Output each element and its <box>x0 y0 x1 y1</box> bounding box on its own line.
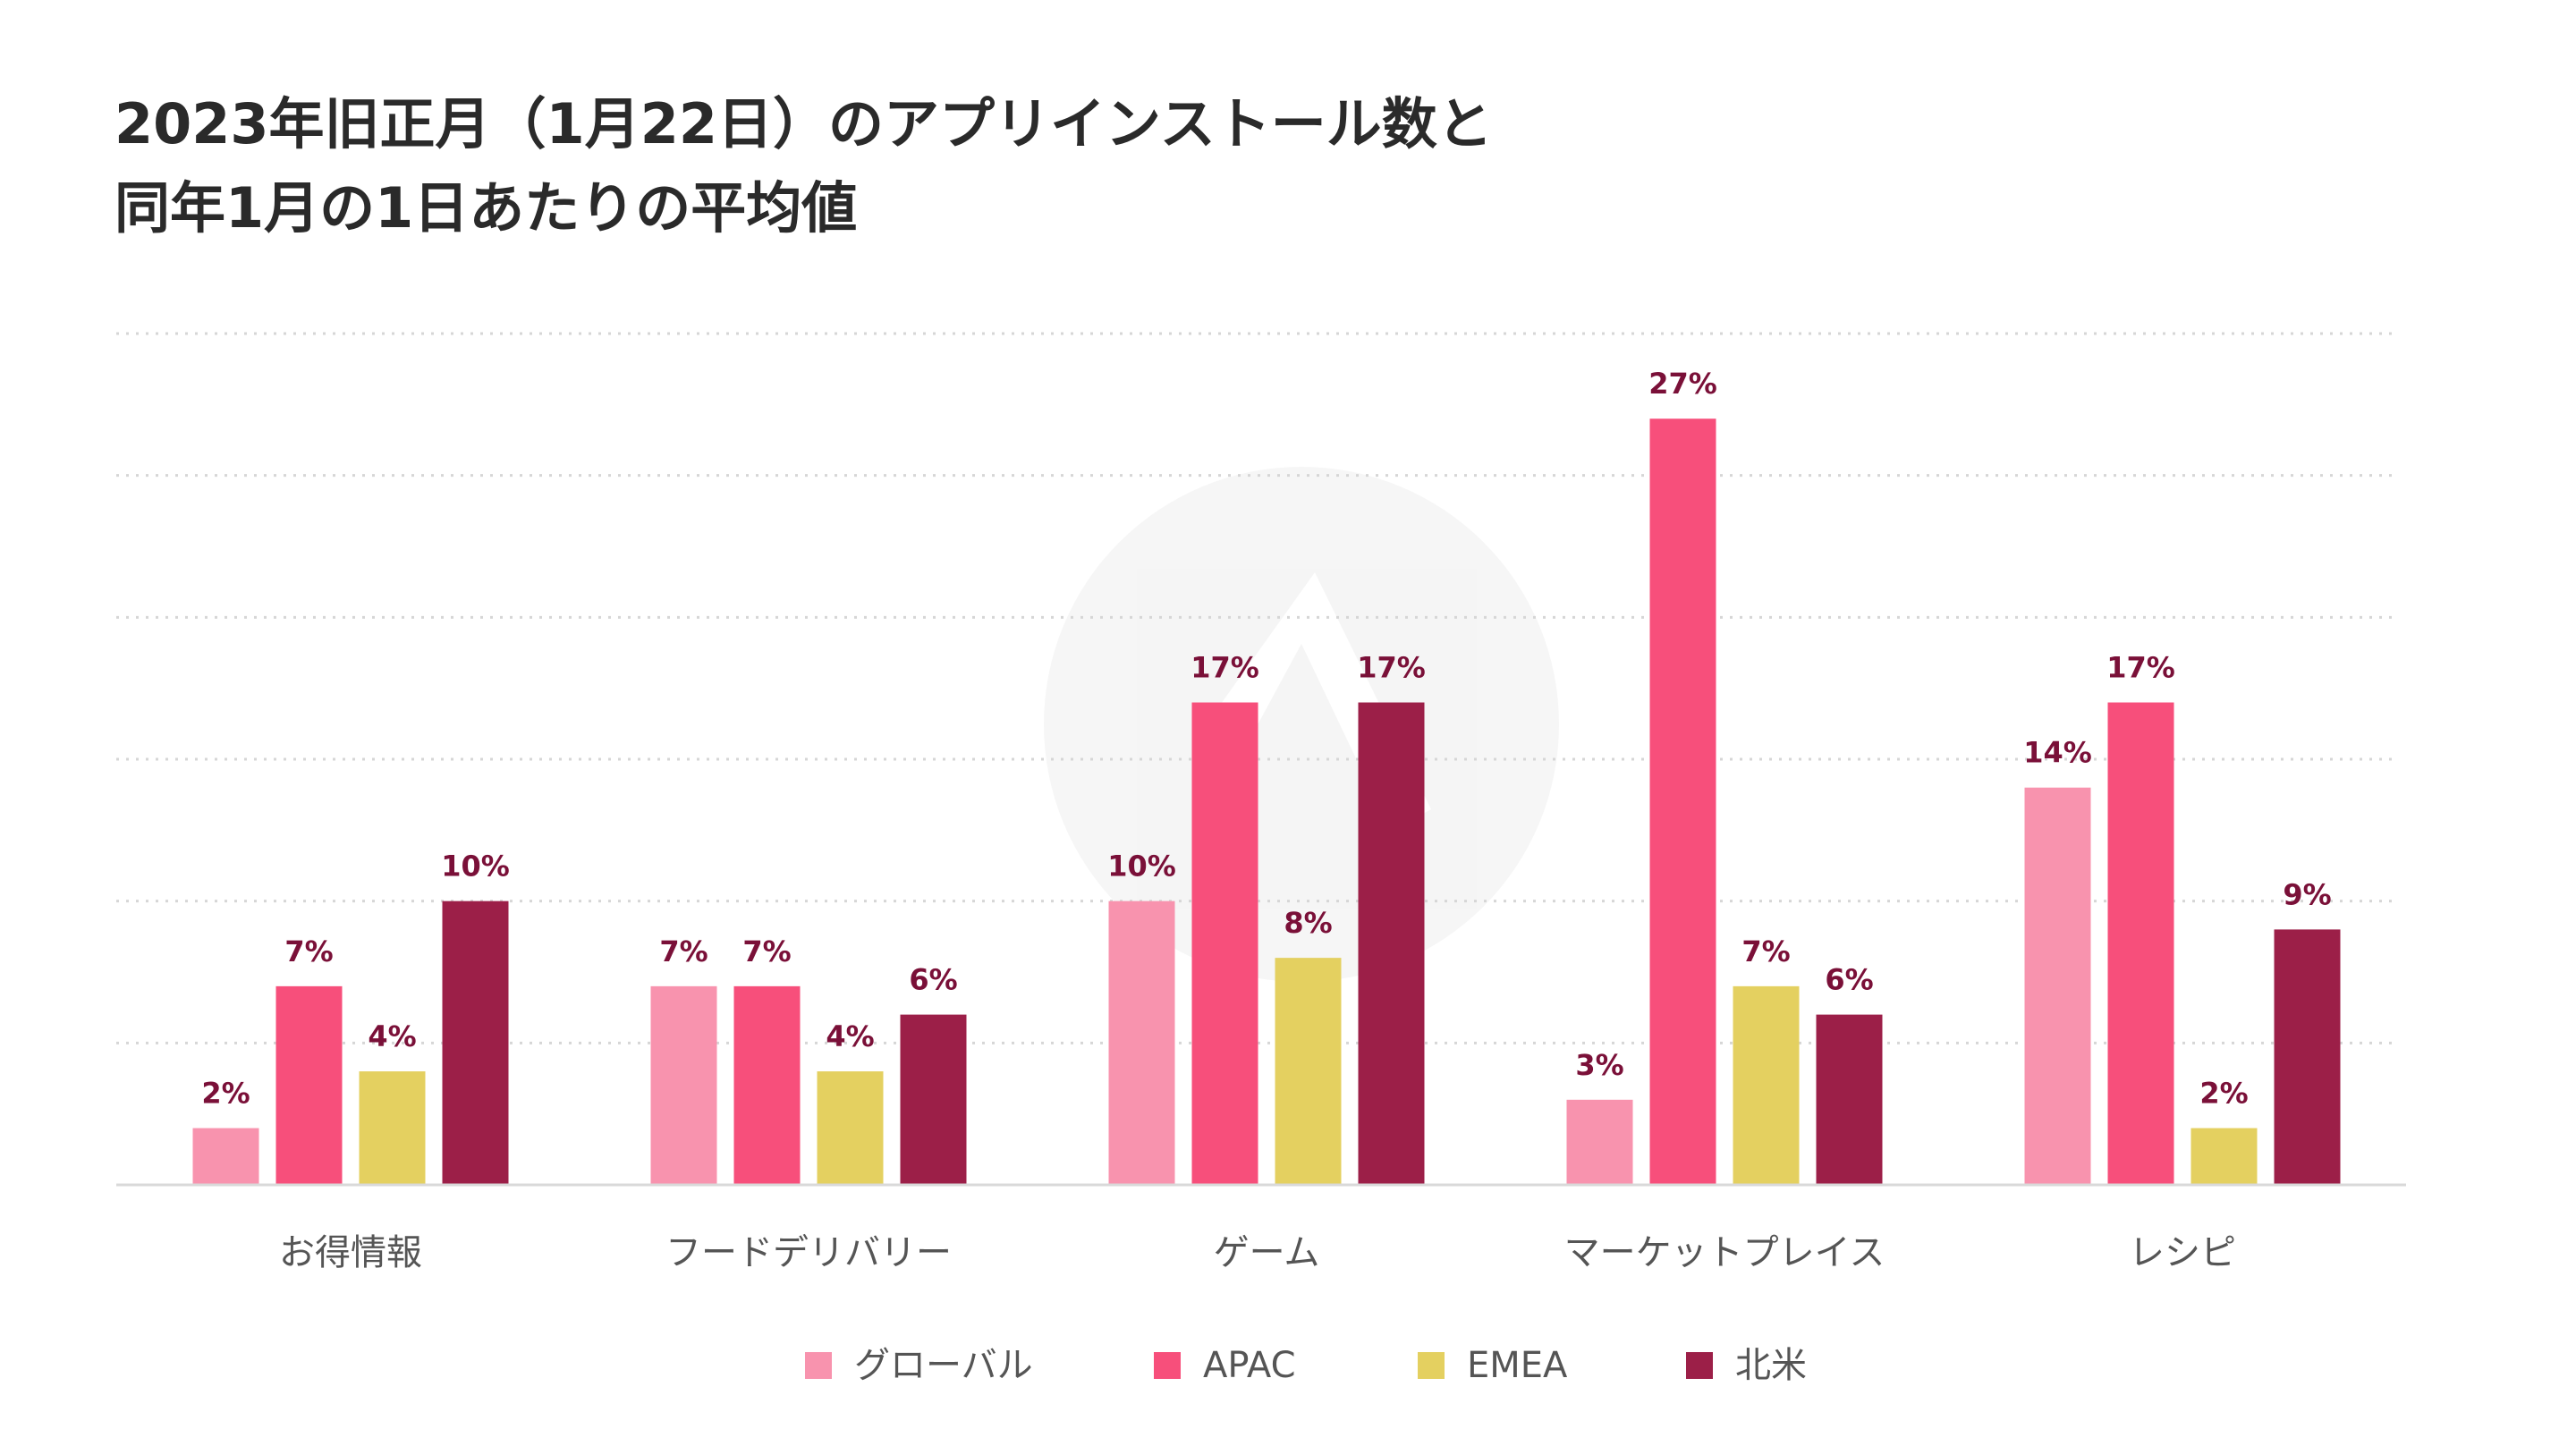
legend-label: EMEA <box>1467 1345 1568 1386</box>
data-label: 2% <box>201 1077 250 1111</box>
data-label: 6% <box>909 963 957 997</box>
data-label: 9% <box>2283 877 2331 911</box>
category-label: フードデリバリー <box>665 1232 952 1273</box>
gridlines <box>116 332 2397 1044</box>
bar <box>1649 419 1716 1185</box>
data-label: 7% <box>1741 934 1790 968</box>
bar <box>1191 702 1258 1185</box>
data-label: 7% <box>742 934 791 968</box>
legend-label: APAC <box>1203 1345 1296 1386</box>
data-label: 27% <box>1648 367 1717 401</box>
bar <box>1358 702 1425 1185</box>
category-label: ゲーム <box>1214 1232 1320 1273</box>
data-label: 4% <box>826 1019 874 1053</box>
bar <box>1108 901 1175 1185</box>
legend-swatch <box>1154 1352 1181 1379</box>
data-labels: 2% 7% 4% 10% 7% 7% 4% 6% 10% 17% 8% 17% 3% 27% 7% 6% 14%… <box>201 367 2331 1110</box>
category-labels: お得情報 フードデリバリー ゲーム マーケットプレイス レシピ <box>279 1232 2236 1273</box>
bar <box>442 901 509 1185</box>
data-label: 2% <box>2199 1077 2248 1111</box>
bars <box>192 419 2341 1185</box>
category-label: お得情報 <box>279 1232 422 1273</box>
chart-title-line-2: 同年1月の1日あたりの平均値 <box>114 175 858 241</box>
data-label: 8% <box>1284 906 1332 940</box>
bar <box>2024 787 2091 1185</box>
data-label: 4% <box>368 1019 416 1053</box>
bar <box>2274 929 2341 1185</box>
legend-label: グローバル <box>854 1345 1033 1386</box>
data-label: 6% <box>1825 963 1873 997</box>
bar <box>1275 958 1342 1185</box>
legend: グローバル APAC EMEA 北米 <box>805 1345 1807 1386</box>
bar <box>1816 1014 1883 1185</box>
legend-label: 北米 <box>1735 1345 1807 1386</box>
data-label: 7% <box>284 934 333 968</box>
bar <box>817 1071 884 1185</box>
bar <box>733 985 801 1185</box>
data-label: 7% <box>659 934 708 968</box>
legend-swatch <box>1686 1352 1713 1379</box>
legend-swatch <box>805 1352 832 1379</box>
data-label: 3% <box>1575 1048 1623 1082</box>
bar <box>192 1128 259 1185</box>
data-label: 10% <box>1107 850 1176 884</box>
bar <box>2190 1128 2258 1185</box>
bar <box>1566 1099 1633 1185</box>
bar <box>275 985 343 1185</box>
bar <box>900 1014 967 1185</box>
data-label: 14% <box>2023 736 2092 770</box>
bar <box>2107 702 2174 1185</box>
data-label: 17% <box>2106 651 2175 685</box>
category-label: レシピ <box>2129 1232 2236 1273</box>
data-label: 17% <box>1191 651 1259 685</box>
bar <box>650 985 717 1185</box>
bar <box>359 1071 426 1185</box>
legend-swatch <box>1418 1352 1445 1379</box>
bar <box>1733 985 1800 1185</box>
data-label: 17% <box>1357 651 1426 685</box>
chart-title-line-1: 2023年旧正月（1月22日）のアプリインストール数と <box>114 91 1493 156</box>
chart-title: 2023年旧正月（1月22日）のアプリインストール数と 同年1月の1日あたりの平… <box>114 82 1493 250</box>
data-label: 10% <box>441 850 510 884</box>
category-label: マーケットプレイス <box>1564 1232 1885 1273</box>
